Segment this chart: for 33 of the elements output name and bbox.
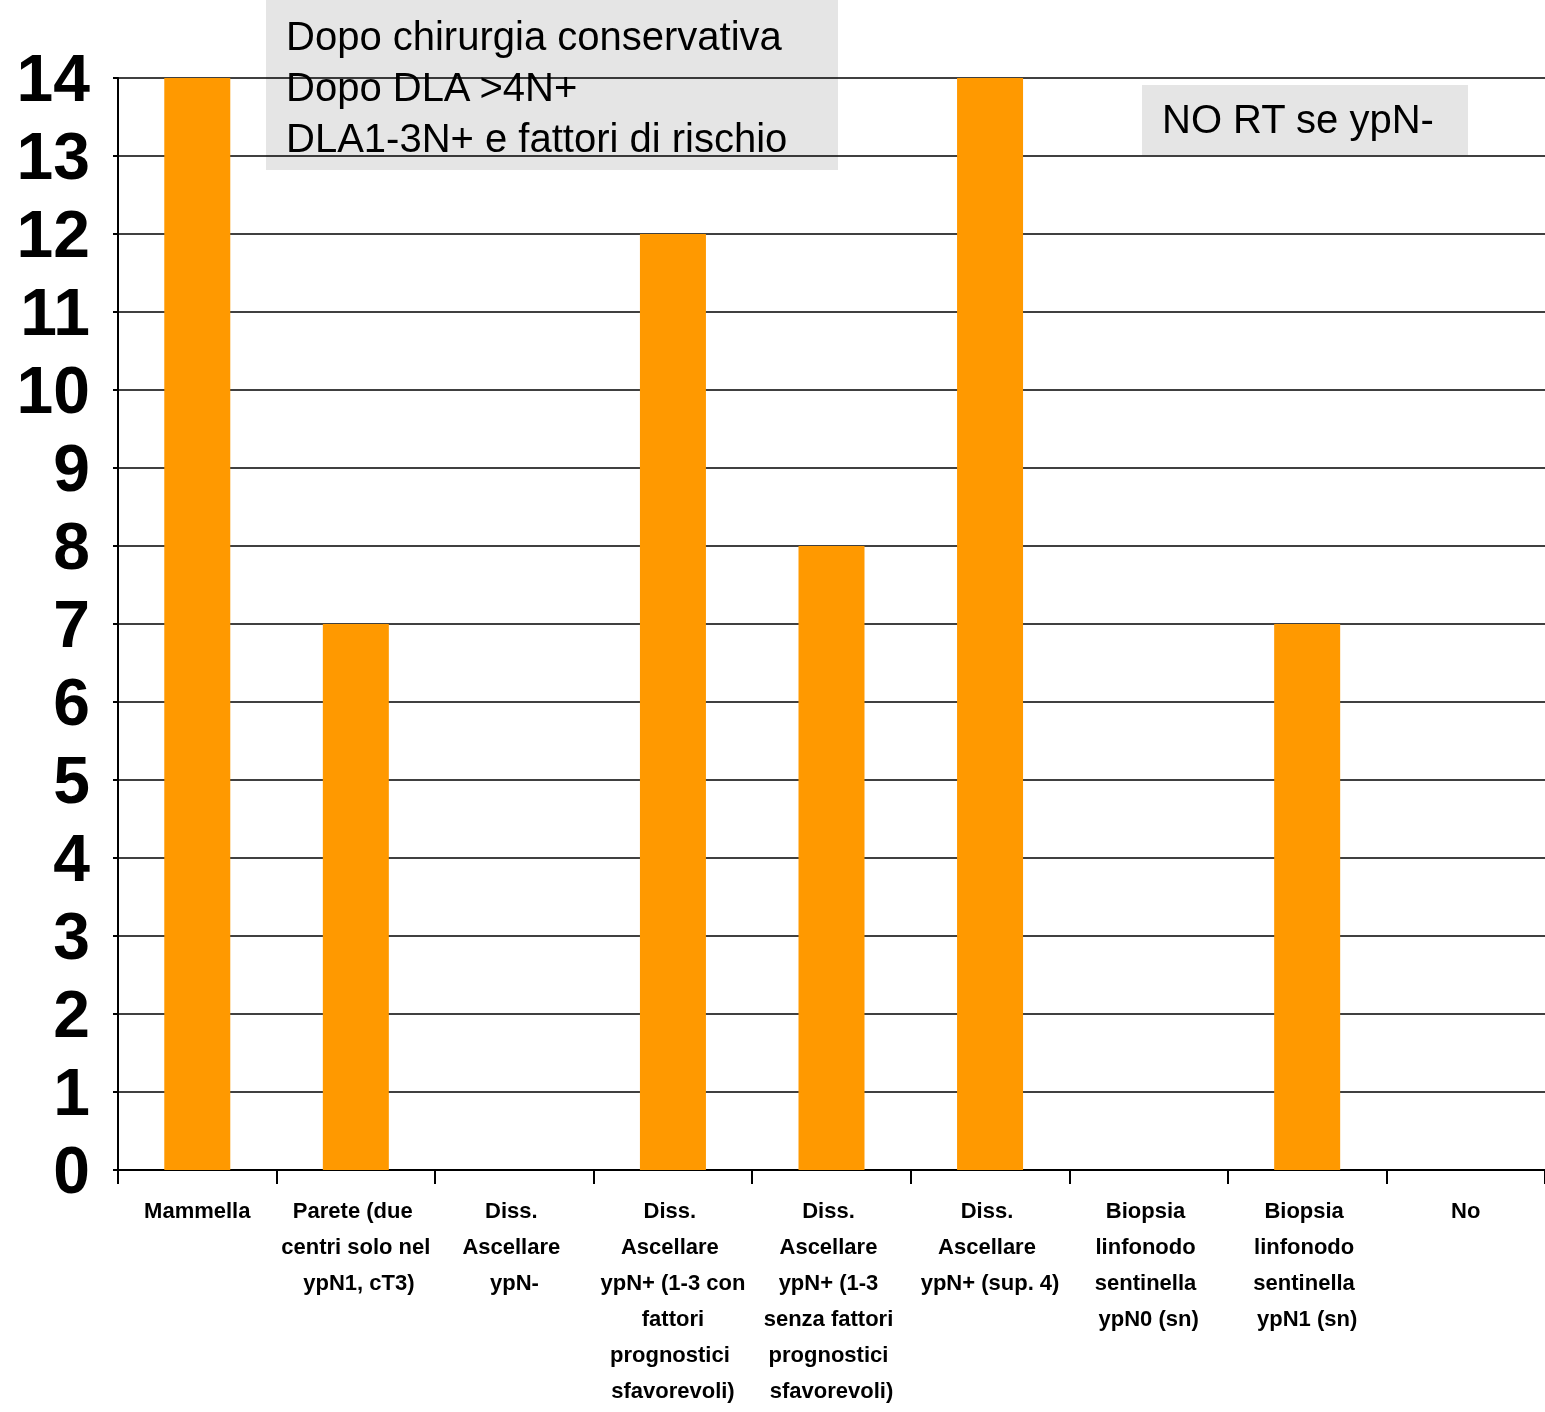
bar <box>957 78 1024 1170</box>
y-tick-label: 1 <box>53 1055 90 1129</box>
y-tick-label: 5 <box>53 743 90 817</box>
x-tick-label: Diss. Ascellare ypN+ (1-3 senza fattori prognostici sfavorevoli) <box>763 1197 900 1403</box>
x-tick-label: Diss. Ascellare ypN+ (1-3 con fattori prognostici sfavorevoli) <box>600 1197 746 1403</box>
x-tick-label: Diss. Ascellare ypN+ (sup. 4) <box>920 1197 1060 1295</box>
annotation: NO RT se ypN- <box>1162 97 1434 141</box>
bar <box>798 546 865 1170</box>
y-tick-label: 2 <box>53 977 90 1051</box>
text: Dopo chirurgia conservativa <box>286 13 783 58</box>
bar <box>164 78 231 1170</box>
y-tick-label: 8 <box>53 509 90 583</box>
y-tick-label: 12 <box>16 197 90 271</box>
y-tick-label: 6 <box>53 665 90 739</box>
bar <box>322 624 389 1170</box>
x-tick-label: Parete (due centri solo nel ypN1, cT3) <box>281 1197 431 1295</box>
y-tick-label: 14 <box>16 41 91 115</box>
x-tick-label: No <box>1451 1197 1481 1223</box>
y-tick-label: 7 <box>53 587 90 661</box>
x-tick-label: Diss. Ascellare ypN- <box>462 1197 567 1295</box>
x-tick-label: Biopsia linfonodo sentinella ypN1 (sn) <box>1253 1197 1361 1331</box>
annotation: DLA1-3N+ e fattori di rischio <box>286 115 788 160</box>
y-tick-label: 11 <box>20 275 90 349</box>
y-tick-label: 10 <box>16 353 90 427</box>
y-tick-label: 3 <box>53 899 90 973</box>
x-tick-label: Biopsia linfonodo sentinella ypN0 (sn) <box>1094 1197 1203 1331</box>
y-tick-label: 9 <box>53 431 90 505</box>
y-tick-label: 13 <box>16 119 90 193</box>
x-tick-label: Mammella <box>144 1197 252 1223</box>
y-tick-label: 4 <box>53 821 91 895</box>
bar <box>1274 624 1341 1170</box>
bar <box>639 234 706 1170</box>
y-tick-label: 0 <box>53 1133 90 1207</box>
